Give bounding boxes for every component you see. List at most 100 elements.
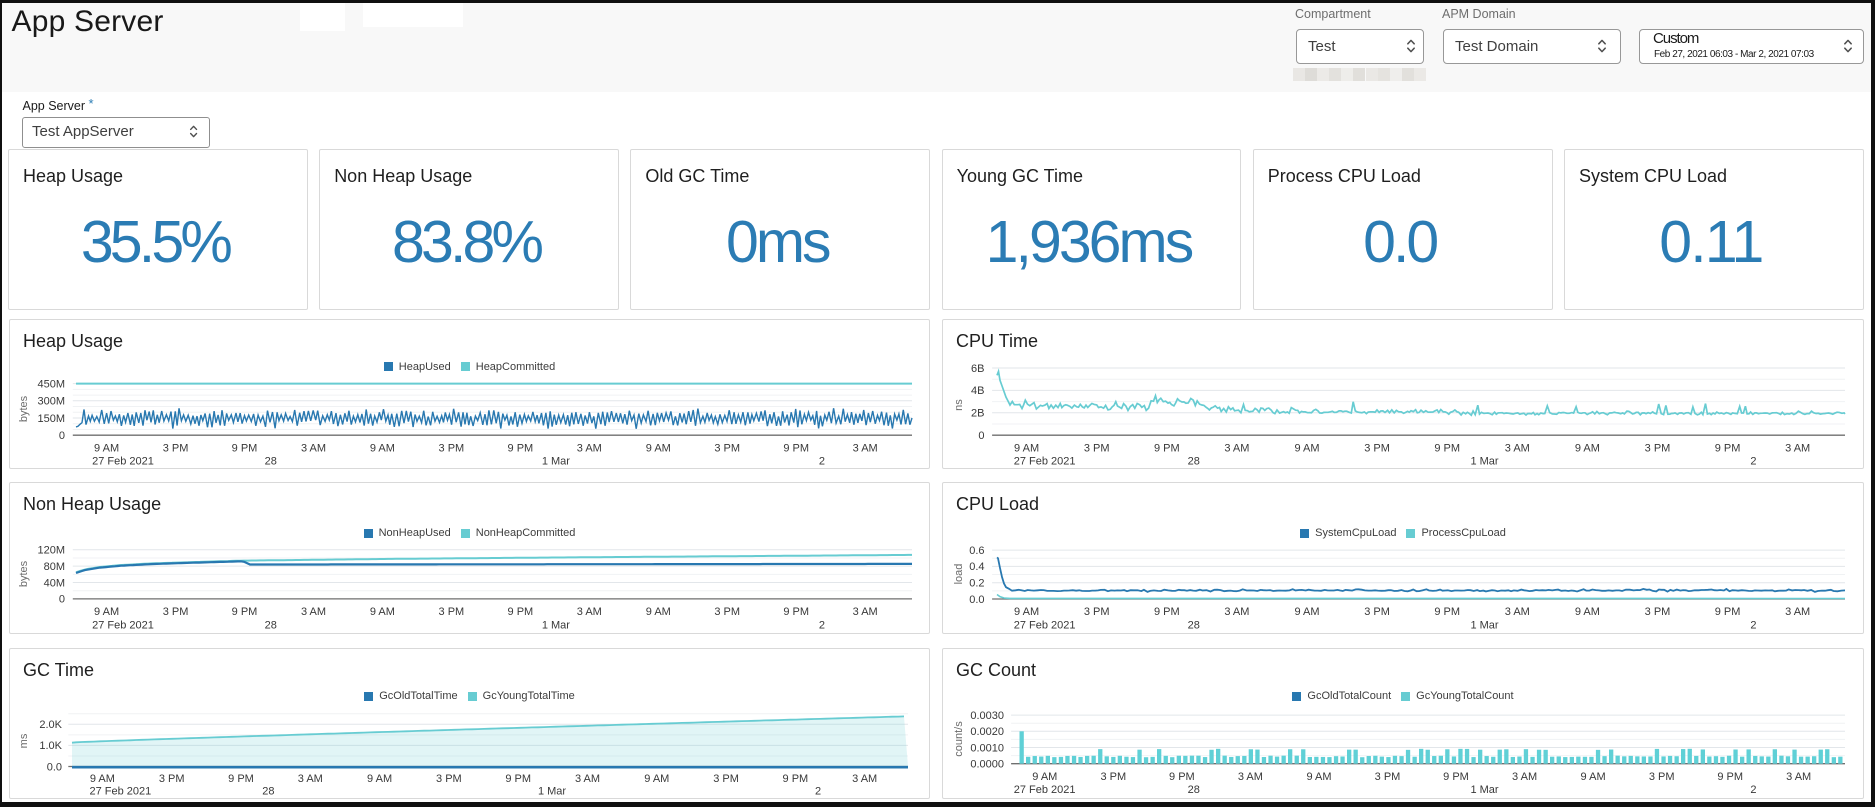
svg-text:2: 2 (819, 619, 825, 631)
svg-text:1 Mar: 1 Mar (1470, 619, 1498, 631)
svg-text:0.0030: 0.0030 (970, 710, 1004, 722)
svg-text:2: 2 (819, 456, 825, 468)
svg-text:3 AM: 3 AM (1224, 442, 1249, 454)
svg-text:28: 28 (265, 619, 277, 631)
svg-text:9 AM: 9 AM (1294, 606, 1319, 618)
svg-text:6B: 6B (971, 363, 984, 375)
svg-text:3 PM: 3 PM (1364, 442, 1390, 454)
svg-text:0.0: 0.0 (47, 761, 62, 773)
svg-text:3 AM: 3 AM (1512, 771, 1537, 783)
svg-text:2.0K: 2.0K (39, 719, 62, 731)
svg-text:0: 0 (978, 430, 984, 442)
svg-text:3 AM: 3 AM (1505, 606, 1530, 618)
svg-text:9 PM: 9 PM (1715, 442, 1741, 454)
svg-text:2: 2 (1750, 619, 1756, 631)
svg-text:9 AM: 9 AM (370, 442, 395, 454)
svg-text:9 PM: 9 PM (1169, 771, 1195, 783)
svg-text:27 Feb 2021: 27 Feb 2021 (90, 785, 152, 797)
svg-text:3 PM: 3 PM (1649, 771, 1675, 783)
svg-text:9 AM: 9 AM (1032, 771, 1057, 783)
svg-text:0: 0 (59, 594, 65, 606)
svg-text:27 Feb 2021: 27 Feb 2021 (92, 619, 154, 631)
svg-text:3 PM: 3 PM (436, 773, 462, 785)
svg-text:count/s: count/s (953, 721, 965, 757)
svg-text:9 AM: 9 AM (1575, 606, 1600, 618)
svg-text:3 AM: 3 AM (575, 773, 600, 785)
svg-text:3 PM: 3 PM (1084, 442, 1110, 454)
svg-text:27 Feb 2021: 27 Feb 2021 (1014, 456, 1076, 468)
svg-text:3 AM: 3 AM (1505, 442, 1530, 454)
svg-text:0.2: 0.2 (969, 578, 984, 590)
svg-text:3 AM: 3 AM (853, 606, 878, 618)
svg-text:3 PM: 3 PM (1645, 606, 1671, 618)
svg-text:ns: ns (953, 399, 965, 411)
svg-text:3 PM: 3 PM (714, 442, 740, 454)
svg-text:3 AM: 3 AM (853, 442, 878, 454)
svg-text:9 AM: 9 AM (646, 606, 671, 618)
svg-text:9 AM: 9 AM (1306, 771, 1331, 783)
svg-text:3 AM: 3 AM (577, 606, 602, 618)
svg-text:1.0K: 1.0K (39, 740, 62, 752)
svg-text:9 PM: 9 PM (228, 773, 254, 785)
svg-text:0.4: 0.4 (969, 561, 984, 573)
svg-text:9 PM: 9 PM (783, 442, 809, 454)
svg-text:3 PM: 3 PM (439, 606, 465, 618)
svg-text:0.0: 0.0 (969, 594, 984, 606)
svg-text:1 Mar: 1 Mar (1470, 784, 1498, 796)
svg-text:3 AM: 3 AM (852, 773, 877, 785)
svg-text:bytes: bytes (18, 395, 30, 422)
svg-text:ms: ms (18, 733, 30, 748)
svg-text:3 PM: 3 PM (714, 606, 740, 618)
svg-text:0.6: 0.6 (969, 545, 984, 557)
svg-text:27 Feb 2021: 27 Feb 2021 (1014, 784, 1076, 796)
svg-text:9 AM: 9 AM (646, 442, 671, 454)
svg-text:9 PM: 9 PM (505, 773, 531, 785)
svg-text:9 PM: 9 PM (1154, 606, 1180, 618)
svg-text:150M: 150M (37, 413, 65, 425)
svg-text:28: 28 (262, 785, 274, 797)
svg-text:9 AM: 9 AM (367, 773, 392, 785)
svg-text:9 PM: 9 PM (1443, 771, 1469, 783)
svg-text:40M: 40M (44, 577, 65, 589)
svg-text:1 Mar: 1 Mar (542, 619, 570, 631)
svg-text:3 AM: 3 AM (577, 442, 602, 454)
svg-text:9 PM: 9 PM (232, 606, 258, 618)
svg-text:3 AM: 3 AM (1224, 606, 1249, 618)
svg-text:9 AM: 9 AM (94, 442, 119, 454)
svg-text:3 PM: 3 PM (1645, 442, 1671, 454)
svg-text:3 AM: 3 AM (301, 442, 326, 454)
svg-text:3 PM: 3 PM (1364, 606, 1390, 618)
svg-text:28: 28 (265, 456, 277, 468)
svg-text:2: 2 (1750, 784, 1756, 796)
svg-text:3 PM: 3 PM (1084, 606, 1110, 618)
svg-text:9 PM: 9 PM (508, 606, 534, 618)
svg-text:28: 28 (1188, 619, 1200, 631)
svg-text:9 AM: 9 AM (1014, 442, 1039, 454)
svg-text:bytes: bytes (18, 560, 30, 587)
svg-text:0.0000: 0.0000 (970, 759, 1004, 771)
svg-text:3 PM: 3 PM (163, 606, 189, 618)
svg-text:0.0020: 0.0020 (970, 726, 1004, 738)
svg-text:9 PM: 9 PM (1715, 606, 1741, 618)
svg-text:3 PM: 3 PM (159, 773, 185, 785)
svg-text:9 PM: 9 PM (783, 773, 809, 785)
svg-text:9 AM: 9 AM (1581, 771, 1606, 783)
svg-text:9 PM: 9 PM (232, 442, 258, 454)
svg-text:300M: 300M (37, 396, 65, 408)
svg-text:9 PM: 9 PM (1434, 442, 1460, 454)
svg-text:9 PM: 9 PM (1434, 606, 1460, 618)
svg-text:3 PM: 3 PM (163, 442, 189, 454)
svg-text:3 AM: 3 AM (1785, 606, 1810, 618)
svg-text:3 AM: 3 AM (298, 773, 323, 785)
svg-text:120M: 120M (37, 545, 65, 557)
svg-text:load: load (953, 564, 965, 585)
svg-text:3 AM: 3 AM (1786, 771, 1811, 783)
svg-text:9 PM: 9 PM (508, 442, 534, 454)
svg-text:3 AM: 3 AM (1238, 771, 1263, 783)
svg-text:9 AM: 9 AM (1575, 442, 1600, 454)
svg-text:3 AM: 3 AM (301, 606, 326, 618)
svg-text:27 Feb 2021: 27 Feb 2021 (1014, 619, 1076, 631)
svg-text:80M: 80M (44, 561, 65, 573)
svg-text:1 Mar: 1 Mar (538, 785, 566, 797)
svg-text:1 Mar: 1 Mar (1470, 456, 1498, 468)
